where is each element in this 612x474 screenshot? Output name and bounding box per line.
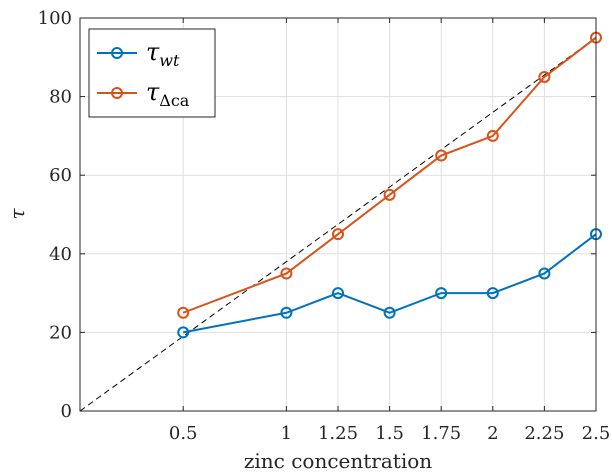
y-tick-label: 100 xyxy=(38,8,72,29)
y-tick-label: 0 xyxy=(61,401,72,422)
y-tick-label: 20 xyxy=(49,322,72,343)
data-point-series-0 xyxy=(280,306,293,319)
data-point-series-0 xyxy=(538,267,551,280)
y-axis-label: τ xyxy=(5,208,29,220)
x-tick-label: 1.25 xyxy=(318,423,358,444)
reference-line-group xyxy=(79,37,597,412)
legend-label-wt: τwt xyxy=(146,38,180,70)
legend-marker-wt xyxy=(111,47,123,59)
data-point-series-1 xyxy=(486,129,499,142)
data-point-series-1 xyxy=(383,188,396,201)
data-point-series-1 xyxy=(435,149,448,162)
data-point-series-0 xyxy=(383,306,396,319)
legend-entry-dca: τΔca xyxy=(97,78,190,110)
legend-marker-dca xyxy=(111,87,123,99)
series-group xyxy=(177,31,602,339)
data-point-series-1 xyxy=(332,228,344,241)
data-point-series-1 xyxy=(538,70,551,83)
x-tick-label: 2.25 xyxy=(524,423,564,444)
legend-label-dca-main: τ xyxy=(146,78,160,106)
series-line-1 xyxy=(182,36,597,314)
series-line-0 xyxy=(183,233,597,334)
data-point-series-0 xyxy=(332,287,344,300)
legend-entry-wt: τwt xyxy=(97,38,180,70)
data-point-series-1 xyxy=(280,267,293,280)
data-point-series-0 xyxy=(177,326,190,339)
legend-box xyxy=(88,28,216,118)
x-tick-label: 1.5 xyxy=(375,423,404,444)
data-point-series-0 xyxy=(486,287,499,300)
legend-label-dca-sub: Δca xyxy=(159,91,190,110)
legend-label-wt-sub: wt xyxy=(159,51,180,70)
legend-label-dca: τΔca xyxy=(146,78,190,110)
y-tick-label: 40 xyxy=(49,244,72,265)
x-tick-label: 1 xyxy=(281,423,292,444)
x-tick-label: 1.75 xyxy=(421,423,461,444)
data-point-series-0 xyxy=(435,287,448,300)
x-axis-label: zinc concentration xyxy=(244,449,432,473)
y-tick-label: 60 xyxy=(49,165,72,186)
axis-ticks: 0.5 1 1.25 1.5 1.75 2 2.25 2.5 0 20 40 60 80 100 xyxy=(38,8,611,444)
y-tick-label: 80 xyxy=(49,87,72,108)
legend: τwt τΔca xyxy=(88,28,216,118)
x-tick-label: 2 xyxy=(487,423,498,444)
data-point-series-1 xyxy=(177,306,190,319)
legend-label-wt-main: τ xyxy=(146,38,160,66)
reference-diagonal-line xyxy=(79,37,597,412)
x-tick-label: 0.5 xyxy=(169,423,198,444)
x-tick-label: 2.5 xyxy=(582,423,611,444)
